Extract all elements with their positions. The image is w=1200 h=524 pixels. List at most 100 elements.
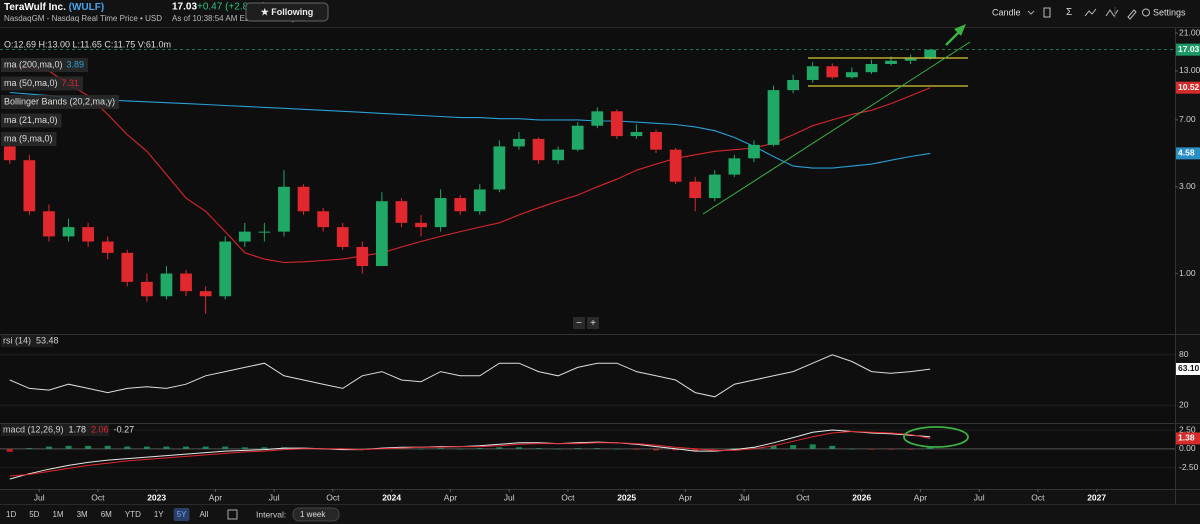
macd-histogram-bar: [555, 448, 562, 450]
calendar-icon[interactable]: [227, 509, 238, 520]
macd-histogram-bar: [515, 447, 522, 449]
x-tick-label: 2025: [617, 492, 636, 502]
x-tick-label: Oct: [561, 492, 575, 502]
price-tag-label: 17.03: [1178, 44, 1200, 54]
zoom-out-button[interactable]: [573, 317, 585, 329]
macd-histogram-bar: [848, 448, 855, 450]
events-icon[interactable]: [1105, 9, 1119, 17]
candle-body: [689, 181, 702, 199]
zoom-out-label[interactable]: −: [576, 318, 582, 329]
candle-body: [180, 273, 192, 292]
range-button-label[interactable]: 1Y: [154, 510, 164, 519]
candle-body: [336, 227, 349, 247]
company-name: TeraWulf Inc.: [4, 2, 66, 13]
indicators-icon[interactable]: Σ: [1066, 7, 1072, 18]
range-button[interactable]: [173, 508, 190, 521]
indicator-legend-box[interactable]: [1, 95, 120, 109]
indicator-legend-box[interactable]: [1, 113, 62, 128]
compare-icon[interactable]: [1043, 7, 1051, 18]
macd-tick-label: -2.50: [1179, 462, 1199, 472]
range-button-label[interactable]: 5D: [29, 510, 39, 519]
macd-histogram-bar: [594, 448, 601, 449]
macd-histogram-bar: [809, 444, 816, 449]
indicator-legend-box[interactable]: [1, 58, 89, 72]
indicator-legend-value: 3.89: [67, 59, 85, 69]
follow-button[interactable]: [245, 2, 329, 22]
zoom-in-label[interactable]: +: [590, 318, 596, 329]
candle-body: [552, 149, 564, 161]
candle-body: [493, 146, 506, 190]
rsi-line: [9, 354, 931, 398]
range-button-label[interactable]: 1M: [52, 510, 63, 519]
chart-type-select[interactable]: Candle: [992, 7, 1021, 17]
macd-legend-label: macd (12,26,9): [3, 424, 64, 434]
macd-histogram-bar: [770, 445, 777, 449]
x-tick-label: 2027: [1087, 492, 1106, 502]
indicator-legend-label[interactable]: ma (9,ma,0): [4, 133, 53, 143]
last-price: 17.03: [172, 2, 197, 13]
candle-body: [101, 241, 114, 253]
macd-histogram-bar: [124, 446, 131, 449]
range-button-label[interactable]: 3M: [77, 510, 88, 519]
candle-body: [571, 125, 584, 150]
range-button-label[interactable]: All: [199, 510, 208, 519]
candle-body: [611, 111, 623, 137]
x-tick-label: Jul: [974, 492, 985, 502]
candle-body: [846, 72, 858, 78]
candle-body: [395, 201, 408, 223]
macd-histogram-bar: [457, 448, 464, 450]
candle-body: [43, 211, 55, 237]
settings-icon[interactable]: [1142, 8, 1150, 17]
macd-histogram-bar: [45, 446, 52, 449]
price-tag: [1176, 147, 1200, 160]
x-tick-label: Jul: [504, 492, 515, 502]
range-button-label[interactable]: 6M: [101, 510, 112, 519]
settings-button[interactable]: Settings: [1153, 7, 1186, 17]
indicator-legend-label[interactable]: Bollinger Bands (20,2,ma,y): [4, 96, 115, 106]
macd-legend-box: [1, 424, 109, 436]
candle-body: [199, 291, 212, 297]
x-tick-label: Apr: [914, 492, 927, 502]
rsi-legend-label: rsi (14): [3, 335, 31, 345]
candle-body: [258, 231, 271, 233]
macd-histogram-bar: [104, 445, 111, 449]
indicator-legend-box[interactable]: [1, 132, 57, 146]
indicator-legend-value: 7.31: [62, 78, 80, 88]
macd-histogram-bar: [241, 447, 248, 449]
macd-histogram-bar: [85, 445, 92, 449]
range-button-label[interactable]: 5Y: [177, 510, 187, 519]
candle-body: [513, 138, 525, 147]
as-of: As of 10:38:54 AM EDT. Market Open.: [172, 14, 308, 23]
range-button-label[interactable]: YTD: [125, 510, 141, 519]
interval-value[interactable]: 1 week: [300, 510, 326, 519]
macd-histogram-bar: [359, 448, 366, 450]
pencil-icon[interactable]: [1127, 9, 1137, 20]
indicator-legend-label[interactable]: ma (21,ma,0): [4, 115, 58, 125]
x-tick-label: Oct: [326, 492, 340, 502]
price-tag-label: 4.58: [1178, 148, 1195, 158]
macd-histogram-bar: [907, 448, 914, 450]
macd-histogram-bar: [711, 448, 718, 450]
macd-histogram-bar: [418, 448, 425, 450]
follow-button-label[interactable]: ★ Following: [261, 7, 314, 17]
ohlc-readout: O:12.69 H:13.00 L:11.65 C:11.75 V:61.0m: [4, 39, 171, 49]
range-button-label[interactable]: 1D: [6, 510, 16, 519]
macd-histogram-bar: [790, 445, 797, 449]
draw-line-icon[interactable]: [1084, 8, 1097, 17]
macd-histogram-bar: [183, 446, 190, 449]
macd-tick-label: 2.50: [1179, 424, 1196, 434]
zoom-in-button[interactable]: [587, 317, 599, 329]
company-title: TeraWulf Inc. (WULF): [4, 2, 104, 13]
indicator-legend-box[interactable]: [1, 76, 84, 91]
candle-body: [297, 186, 310, 212]
rsi-tick-label: 80: [1179, 349, 1189, 359]
macd-histogram-bar: [261, 447, 268, 449]
candle-body: [669, 149, 682, 182]
candle-body: [806, 66, 819, 80]
indicator-legend-label[interactable]: ma (200,ma,0): [4, 59, 63, 69]
interval-select[interactable]: [292, 507, 340, 522]
indicator-legend-label[interactable]: ma (50,ma,0): [4, 78, 58, 88]
macd-legend-value: -0.27: [114, 424, 135, 434]
x-tick-label: Jul: [739, 492, 750, 502]
